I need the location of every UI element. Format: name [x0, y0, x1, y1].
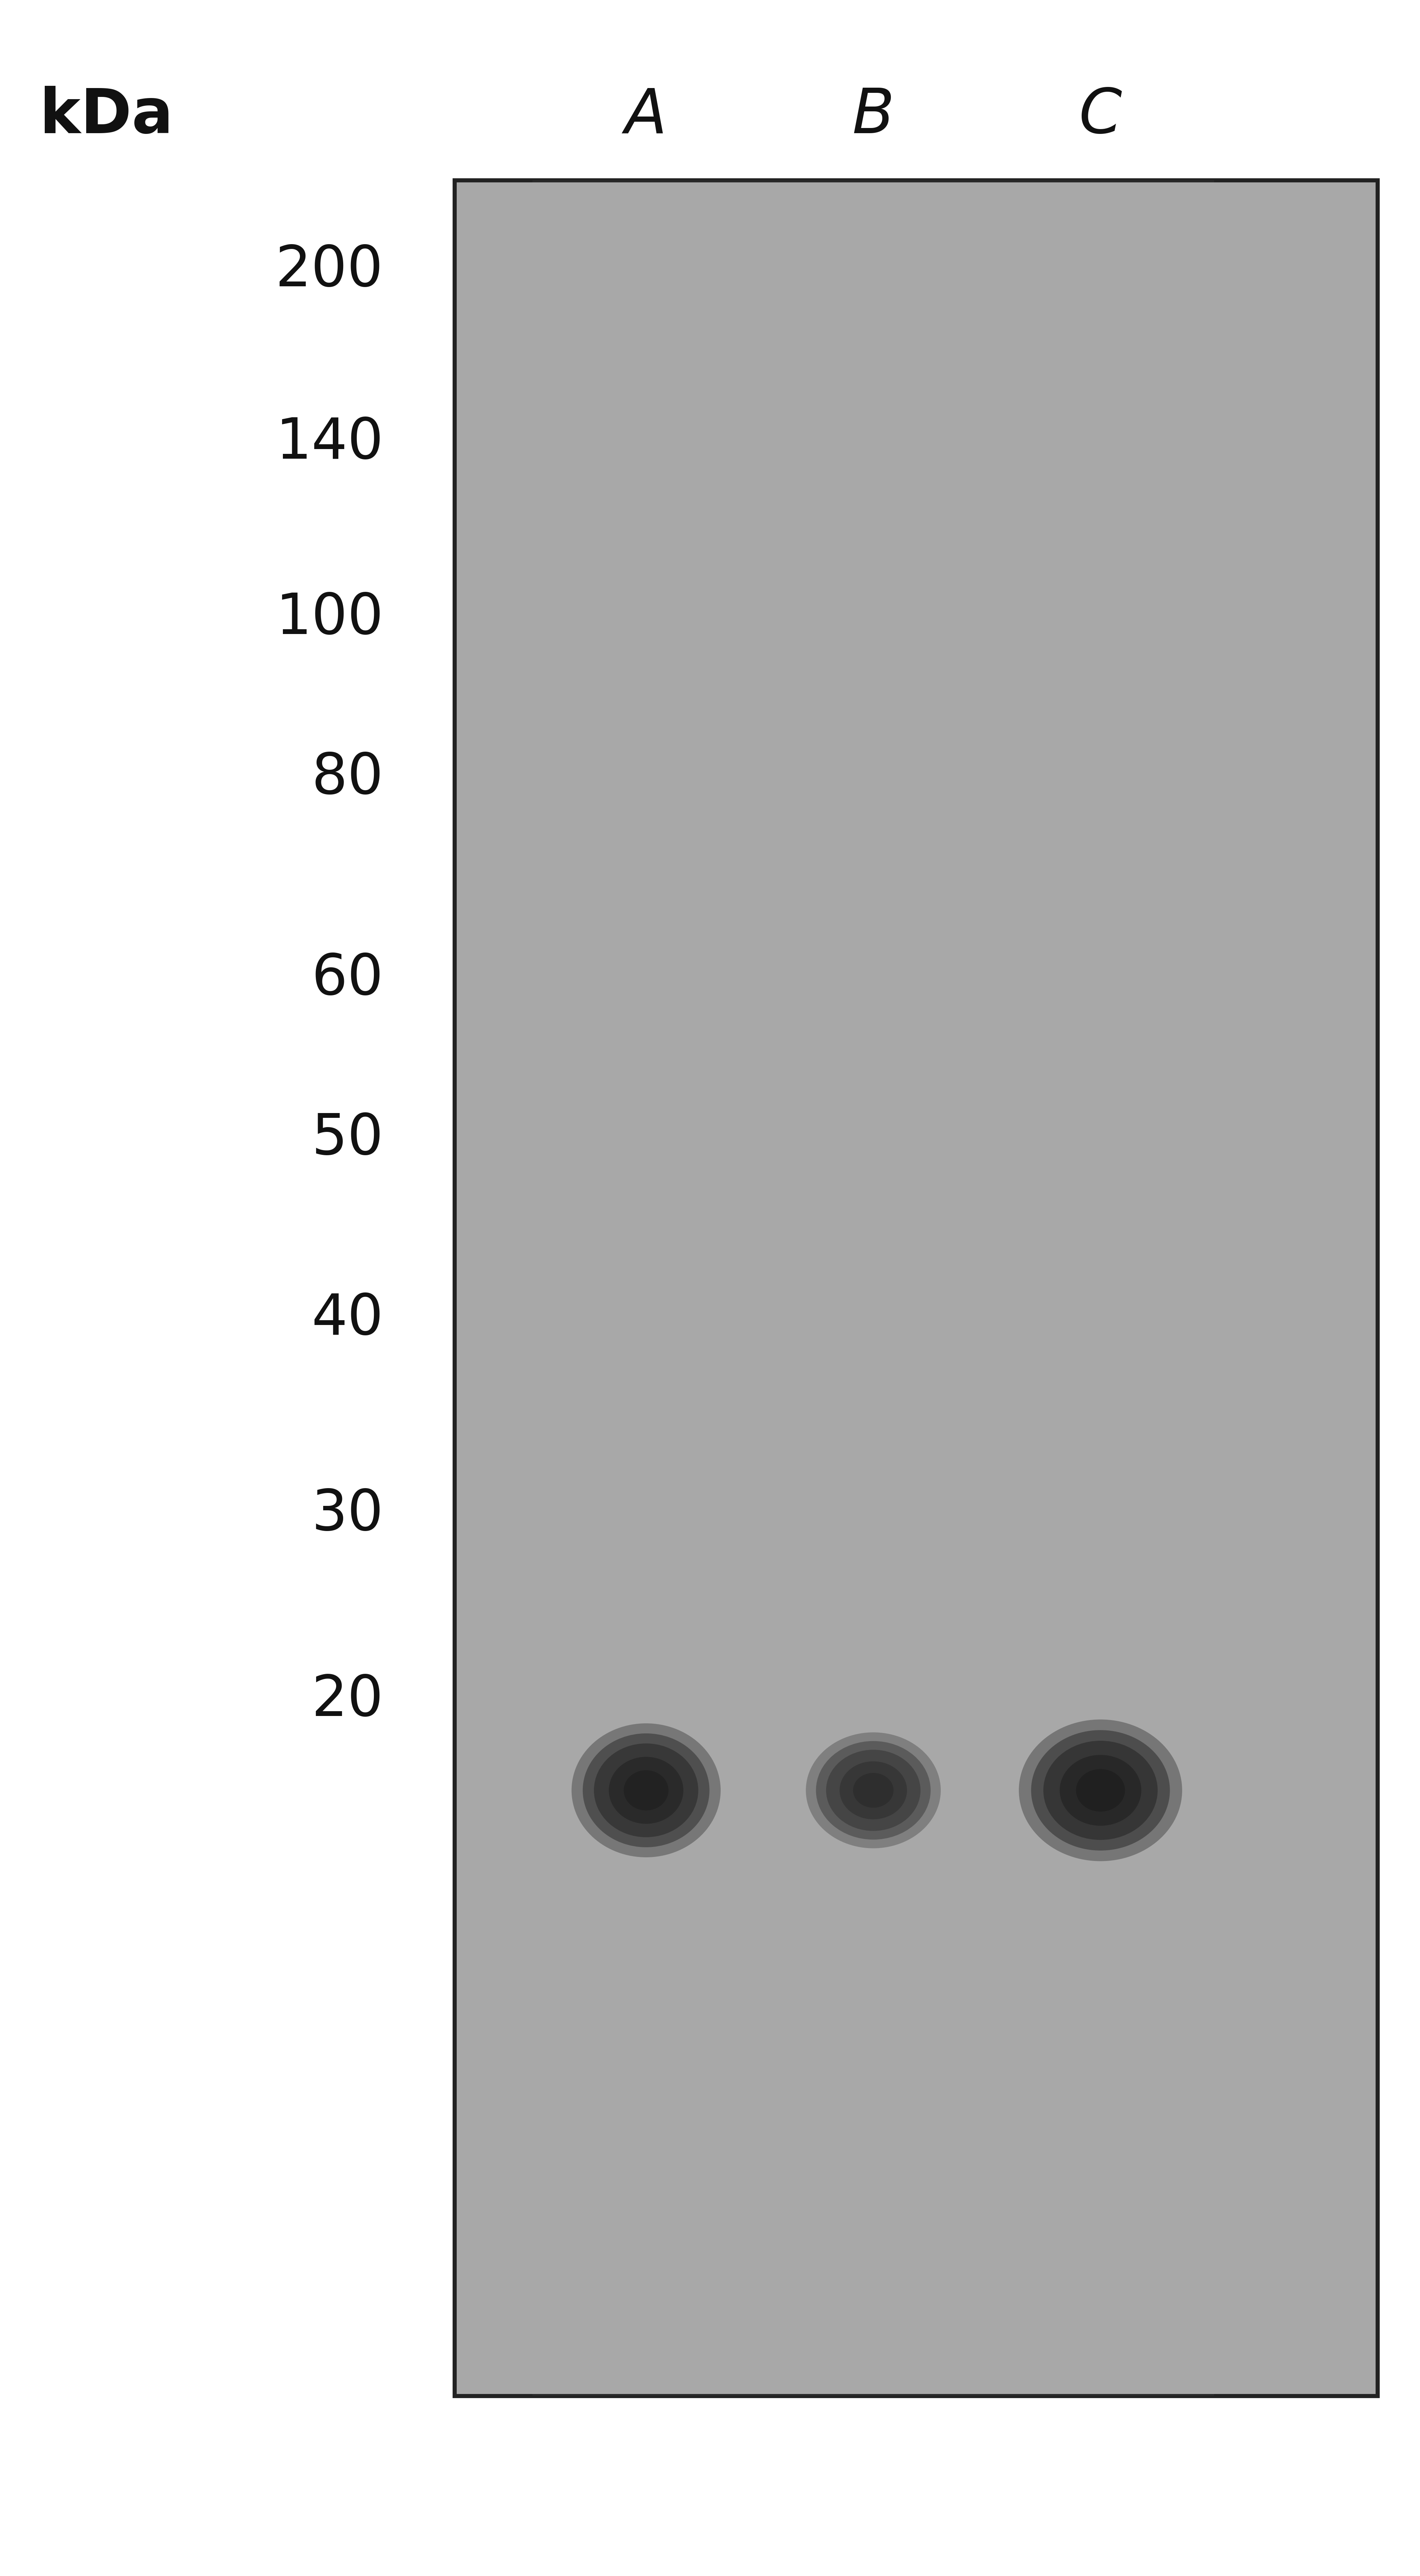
Text: 60: 60 — [311, 951, 383, 1007]
Text: 80: 80 — [311, 750, 383, 806]
Bar — [454, 180, 1377, 2396]
Ellipse shape — [1018, 1721, 1181, 1860]
Ellipse shape — [571, 1723, 720, 1857]
Ellipse shape — [853, 1772, 893, 1808]
Text: B: B — [852, 85, 895, 147]
Text: 140: 140 — [275, 415, 383, 471]
Ellipse shape — [1044, 1741, 1157, 1839]
Ellipse shape — [1076, 1770, 1125, 1811]
Text: 30: 30 — [311, 1486, 383, 1543]
Ellipse shape — [623, 1770, 669, 1811]
Ellipse shape — [594, 1744, 699, 1837]
Bar — [532, 180, 760, 2396]
Text: 50: 50 — [311, 1110, 383, 1167]
Text: 40: 40 — [311, 1291, 383, 1347]
Text: kDa: kDa — [40, 85, 173, 147]
Ellipse shape — [1059, 1754, 1142, 1826]
Text: 200: 200 — [275, 242, 383, 299]
Text: A: A — [625, 85, 667, 147]
Text: C: C — [1079, 85, 1122, 147]
Text: 100: 100 — [275, 590, 383, 647]
Ellipse shape — [826, 1749, 920, 1832]
Ellipse shape — [839, 1762, 907, 1819]
Ellipse shape — [816, 1741, 930, 1839]
Ellipse shape — [805, 1731, 940, 1850]
Bar — [987, 180, 1214, 2396]
Bar — [760, 180, 987, 2396]
Ellipse shape — [582, 1734, 710, 1847]
Ellipse shape — [1031, 1731, 1170, 1850]
Text: 20: 20 — [311, 1672, 383, 1728]
Ellipse shape — [609, 1757, 683, 1824]
